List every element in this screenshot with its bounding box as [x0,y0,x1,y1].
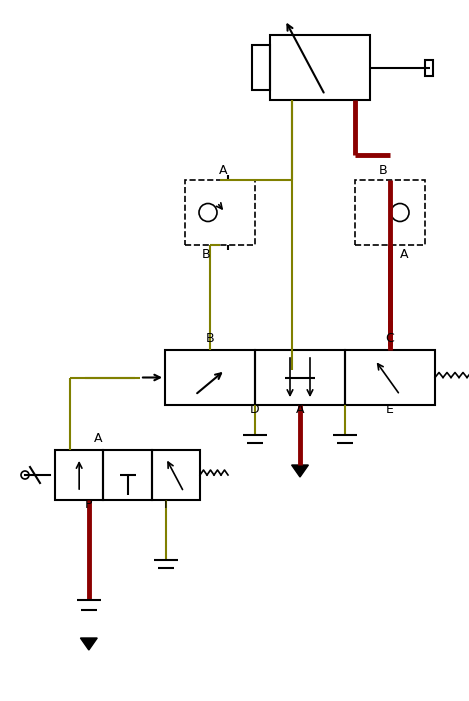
Text: B: B [206,332,214,345]
Bar [165,350,255,405]
Bar [151,450,200,500]
Text: A: A [296,403,304,416]
Bar [185,180,255,245]
Polygon shape [80,638,97,650]
Text: T: T [162,498,170,511]
Text: A: A [400,248,408,261]
Text: C: C [386,332,394,345]
Bar [425,60,433,76]
Text: E: E [386,403,394,416]
Text: B: B [202,248,210,261]
Text: A: A [94,432,103,445]
Polygon shape [292,465,309,477]
Bar [252,45,270,90]
Text: D: D [250,403,260,416]
Bar [270,35,370,100]
Bar [103,450,151,500]
Bar [345,350,435,405]
Bar [255,350,345,405]
Text: P: P [85,498,92,511]
Bar [55,450,103,500]
Bar [355,180,425,245]
Text: A: A [219,164,228,177]
Text: B: B [378,164,387,177]
